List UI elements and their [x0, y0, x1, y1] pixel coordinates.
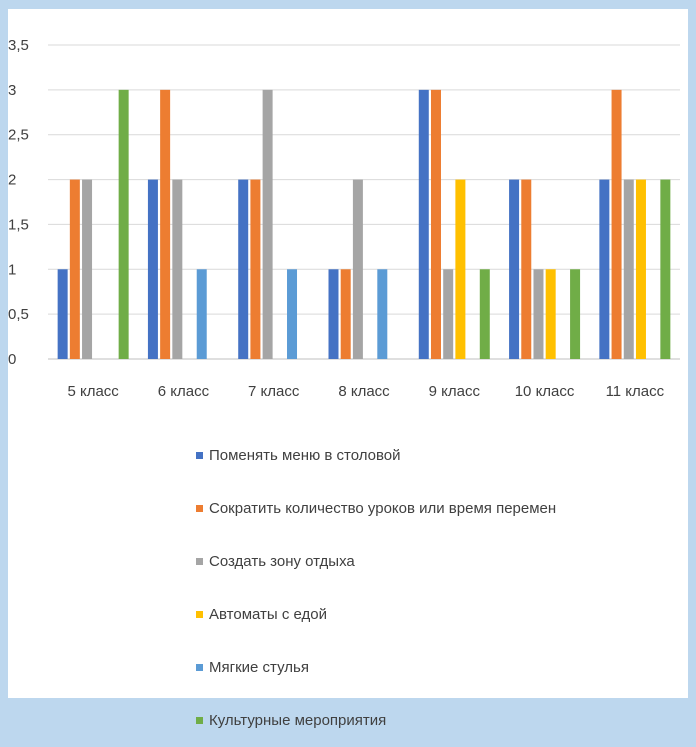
legend-label: Мягкие стулья: [209, 659, 309, 676]
bar: [160, 89, 171, 359]
y-tick-label: 0: [8, 351, 16, 368]
x-tick-label: 11 класс: [606, 383, 665, 400]
chart-card: 0 0,5 1 1,5 2 2,5 3 3,5 5 класс 6 класс 7 класс 8 к…: [8, 9, 688, 729]
bar: [599, 179, 610, 359]
x-tick-label: 7 класс: [248, 383, 300, 400]
bar: [69, 179, 80, 359]
legend-label: Автоматы с едой: [209, 606, 327, 623]
bar: [635, 179, 646, 359]
bar: [250, 179, 261, 359]
legend-item: Автоматы с едой: [196, 588, 616, 641]
bar: [340, 269, 351, 359]
bar: [521, 179, 532, 359]
bar: [82, 179, 93, 359]
y-tick-label: 1: [8, 261, 16, 278]
legend-swatch: [196, 558, 203, 565]
bar: [262, 89, 273, 359]
legend-item: Сократить количество уроков или время пе…: [196, 482, 616, 535]
y-tick-label: 0,5: [8, 306, 29, 323]
bar: [509, 179, 520, 359]
bar: [570, 269, 581, 359]
legend-item: Создать зону отдыха: [196, 535, 616, 588]
bar: [147, 179, 158, 359]
bar: [443, 269, 454, 359]
bar: [238, 179, 249, 359]
bar: [533, 269, 544, 359]
legend-swatch: [196, 452, 203, 459]
bar: [287, 269, 298, 359]
legend-swatch: [196, 505, 203, 512]
bar-chart: 0 0,5 1 1,5 2 2,5 3 3,5 5 класс 6 класс 7 класс 8 к…: [8, 37, 680, 400]
bar: [418, 89, 429, 359]
legend-label: Создать зону отдыха: [209, 553, 355, 570]
x-tick-label: 10 класс: [515, 383, 575, 400]
bar: [611, 89, 622, 359]
bar: [479, 269, 490, 359]
bar: [172, 179, 183, 359]
x-tick-label: 9 класс: [429, 383, 481, 400]
bar: [377, 269, 388, 359]
y-tick-label: 3,5: [8, 37, 29, 54]
x-tick-label: 5 класс: [67, 383, 119, 400]
legend-swatch: [196, 611, 203, 618]
y-tick-label: 2: [8, 172, 16, 189]
legend-item: Поменять меню в столовой: [196, 429, 616, 482]
legend-swatch: [196, 664, 203, 671]
bar: [455, 179, 466, 359]
bar: [660, 179, 671, 359]
legend-label: Поменять меню в столовой: [209, 447, 401, 464]
legend-item: Культурные мероприятия: [196, 694, 616, 747]
bar: [196, 269, 207, 359]
legend-item: Мягкие стулья: [196, 641, 616, 694]
bar: [545, 269, 556, 359]
bar: [118, 89, 129, 359]
bar: [430, 89, 441, 359]
bar: [57, 269, 68, 359]
x-tick-label: 8 класс: [338, 383, 390, 400]
bar: [623, 179, 634, 359]
y-tick-label: 3: [8, 82, 16, 99]
x-tick-label: 6 класс: [158, 383, 210, 400]
legend-swatch: [196, 717, 203, 724]
legend-label: Сократить количество уроков или время пе…: [209, 500, 557, 517]
legend: Поменять меню в столовой Сократить колич…: [196, 429, 616, 747]
bar: [352, 179, 363, 359]
y-tick-label: 2,5: [8, 127, 29, 144]
legend-label: Культурные мероприятия: [209, 712, 387, 729]
bar: [328, 269, 339, 359]
y-tick-label: 1,5: [8, 216, 29, 233]
